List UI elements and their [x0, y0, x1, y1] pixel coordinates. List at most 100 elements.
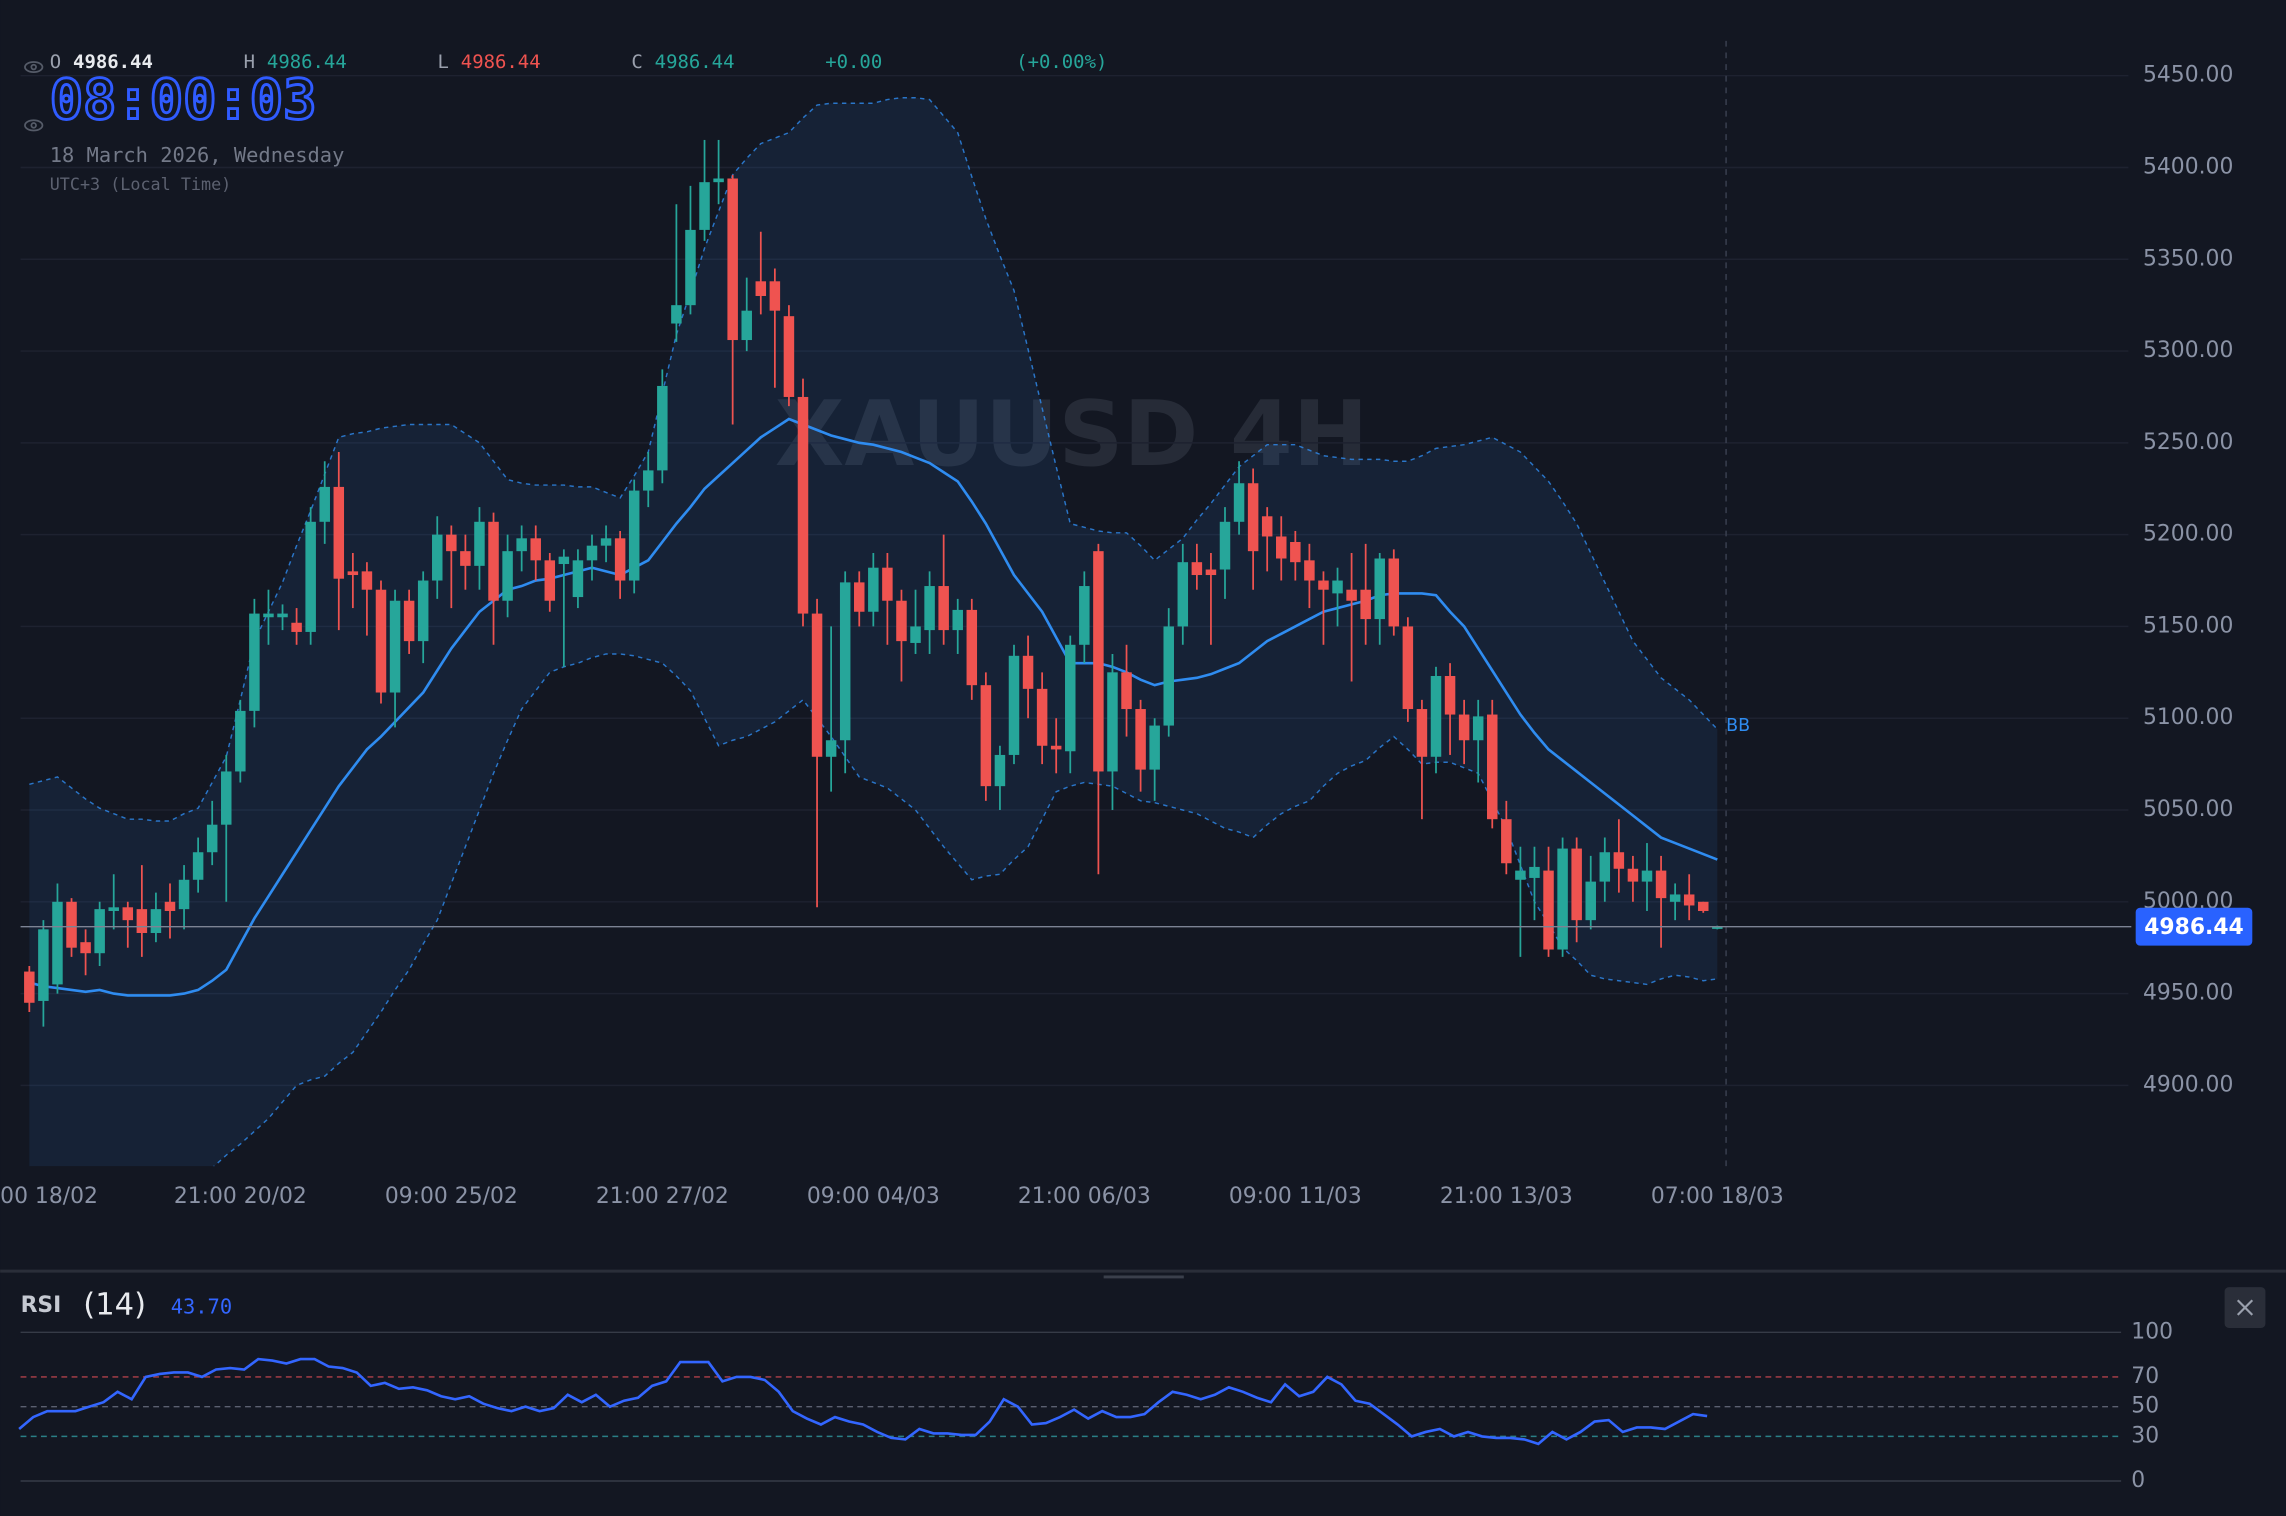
candle-body [1290, 541, 1301, 563]
candle-body [1669, 894, 1681, 902]
timezone: UTC+3 (Local Time) [50, 174, 232, 194]
candle-body [980, 685, 992, 787]
candle-body [178, 879, 190, 910]
y-tick-label: 4900.00 [2143, 1072, 2233, 1097]
eye-icon [24, 61, 44, 132]
candle-body [1543, 870, 1554, 950]
label: L [437, 51, 448, 73]
candle-body [628, 490, 640, 581]
candle-body [38, 929, 49, 1001]
candle-body [1107, 672, 1118, 772]
y-tick-label: 5350.00 [2143, 246, 2233, 271]
candle-body [502, 551, 513, 601]
candle-body [164, 901, 176, 911]
rsi-title: RSI [21, 1293, 62, 1318]
candle-body [1346, 589, 1357, 601]
band-upper [29, 96, 1718, 822]
grid [20, 74, 2129, 1482]
candle-body [1655, 870, 1667, 899]
band-label: BB [1726, 716, 1750, 736]
value: 4986.44 [73, 51, 153, 73]
candle-body [1458, 714, 1470, 741]
candle-body [769, 281, 781, 311]
date: 18 March 2026, Wednesday [50, 143, 345, 167]
candle-body [319, 486, 330, 522]
rsi-tick-label: 50 [2131, 1394, 2159, 1419]
candle-body [657, 385, 668, 471]
candle-body [727, 178, 738, 341]
candle-body [896, 600, 907, 642]
candle-body [291, 622, 302, 632]
candle-body [600, 538, 612, 546]
candle-body [1191, 562, 1203, 576]
candle-body [347, 571, 359, 576]
clock: 08:00:03 [50, 69, 317, 133]
candle-body [192, 852, 204, 880]
candle-body [1008, 655, 1020, 755]
y-tick-label: 5150.00 [2143, 613, 2233, 638]
candle-body [488, 521, 499, 601]
close-button[interactable] [2224, 1287, 2266, 1328]
x-tick-label: 09:00 11/03 [1229, 1184, 1362, 1209]
band-middle [28, 417, 1718, 997]
rsi-value: 43.70 [171, 1295, 232, 1319]
rsi-line [18, 1357, 1708, 1446]
candle-body [446, 534, 457, 552]
candle-body [741, 310, 752, 341]
rsi-tick-label: 100 [2131, 1319, 2173, 1344]
candle-body [1374, 558, 1385, 620]
y-tick-label: 4950.00 [2143, 981, 2233, 1006]
candle-body [1571, 848, 1582, 921]
value: 4986.44 [267, 51, 347, 73]
candle-body [755, 281, 767, 296]
candle-body [333, 486, 345, 579]
value: 4986.44 [655, 51, 735, 73]
value: 4986.44 [461, 51, 541, 73]
candle-body [389, 600, 401, 693]
change-percent: (+0.00%) [1016, 51, 1107, 73]
candle-body [572, 560, 584, 598]
candle-body [460, 551, 471, 566]
candle-body [1219, 521, 1231, 570]
candle-body [530, 538, 541, 561]
candle-body [263, 613, 274, 618]
candle-body [206, 824, 218, 853]
label: C [631, 51, 642, 73]
candle-body [1318, 580, 1329, 590]
candle-body [1079, 586, 1090, 645]
x-tick-label: 21:00 06/03 [1018, 1184, 1151, 1209]
candle-body [910, 626, 921, 643]
candle-body [1501, 819, 1512, 864]
candle-body [1247, 483, 1259, 552]
candle-body [361, 571, 373, 590]
candle-body [1135, 709, 1146, 770]
candle-body [994, 754, 1006, 787]
candle-body [685, 229, 696, 306]
candle-body [277, 613, 288, 618]
candle-body [1205, 569, 1217, 576]
candle-body [854, 582, 865, 612]
candle-body [66, 901, 77, 948]
candle-body [1472, 716, 1484, 741]
candle-body [249, 613, 260, 711]
candle-body [1093, 551, 1104, 772]
candle-body [1487, 714, 1498, 820]
candle-body [1276, 536, 1287, 559]
candle-body [1712, 926, 1723, 929]
y-tick-label: 5450.00 [2143, 63, 2233, 88]
rsi-tick-label: 30 [2131, 1423, 2159, 1448]
candle-body [783, 316, 795, 397]
candle-body [839, 582, 851, 741]
candle-body [952, 609, 963, 631]
change: +0.00 [825, 51, 882, 73]
candle-body [1444, 675, 1456, 715]
y-tick-label: 5300.00 [2143, 338, 2233, 363]
watermark: XAUUSD 4H [775, 382, 1369, 487]
candle-body [52, 901, 63, 985]
x-tick-label: 09:00 25/02 [385, 1184, 518, 1209]
y-tick-label: 5200.00 [2143, 522, 2233, 547]
y-tick-label: 5250.00 [2143, 430, 2233, 455]
candle-body [1304, 560, 1315, 581]
resize-handle[interactable] [1103, 1275, 1184, 1279]
